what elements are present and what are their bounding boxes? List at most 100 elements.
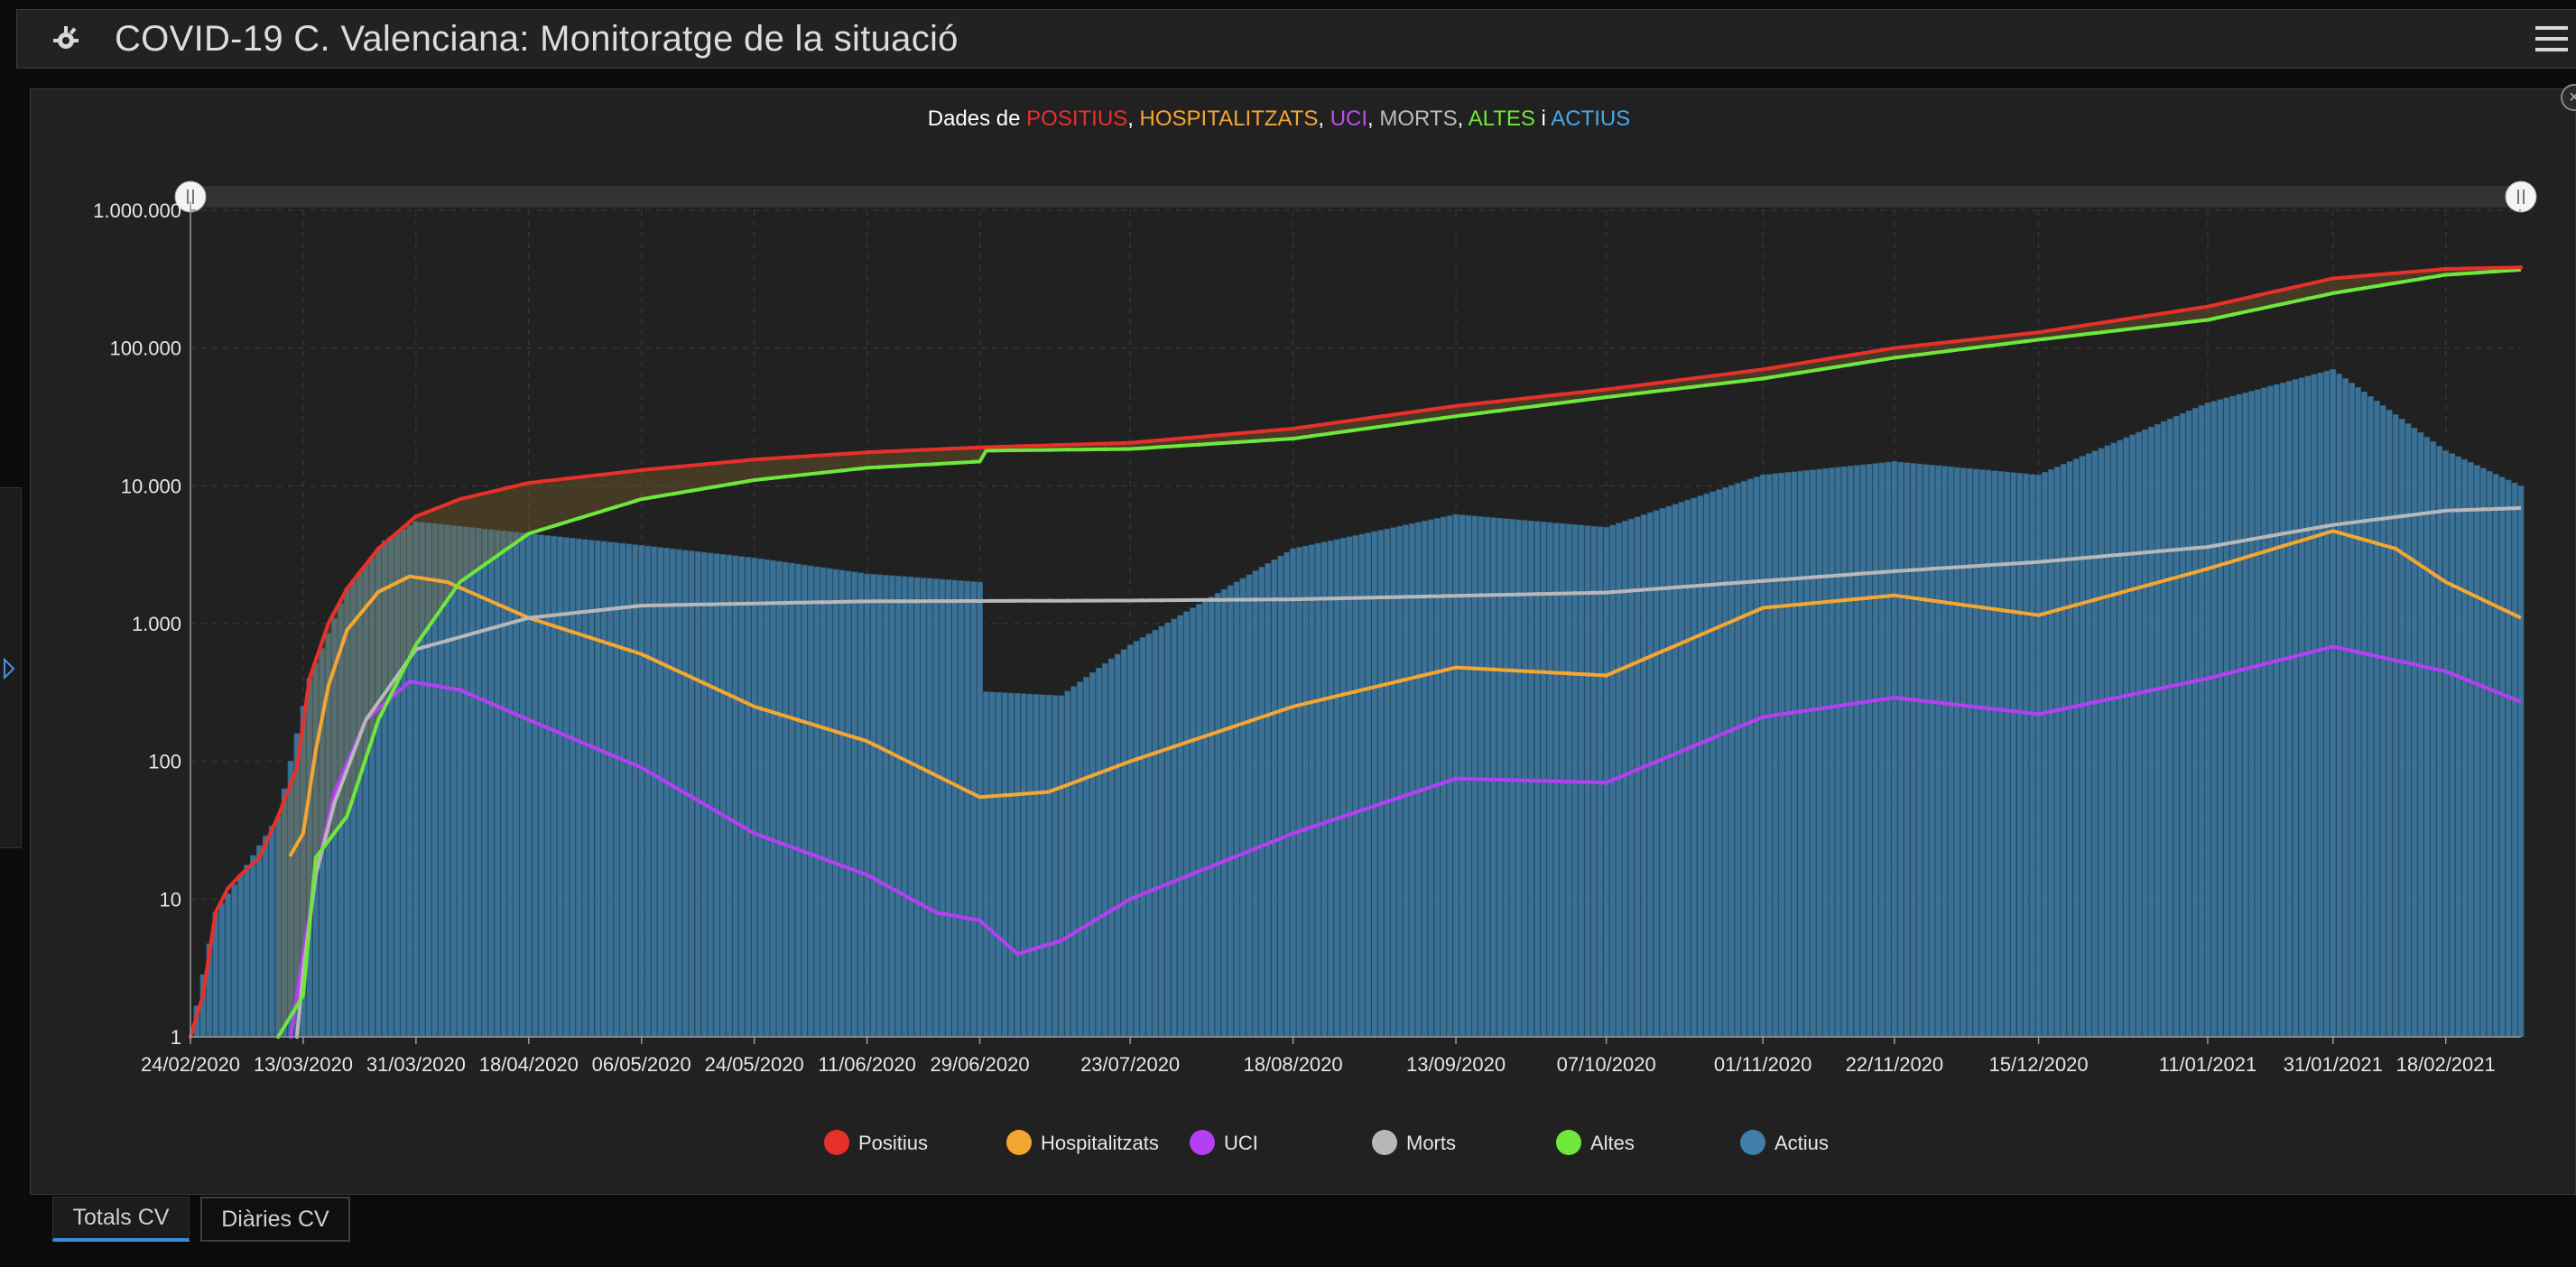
series-point-uci bbox=[1397, 795, 1402, 800]
actius-bar bbox=[1101, 662, 1108, 1038]
actius-bar bbox=[1941, 466, 1948, 1038]
series-point-hospitalitzats bbox=[477, 594, 481, 598]
actius-bar bbox=[1765, 474, 1773, 1038]
legend-label-uci[interactable]: UCI bbox=[1224, 1132, 1258, 1154]
series-point-hospitalitzats bbox=[2506, 609, 2511, 615]
actius-bar bbox=[2323, 370, 2330, 1038]
actius-bar bbox=[2304, 375, 2312, 1038]
actius-bar bbox=[1139, 637, 1146, 1038]
series-point-uci bbox=[2017, 709, 2022, 715]
legend-label-morts[interactable]: Morts bbox=[1406, 1132, 1456, 1154]
series-point-positius bbox=[2143, 314, 2147, 319]
legend-marker-morts[interactable] bbox=[1372, 1130, 1397, 1155]
actius-bar bbox=[1728, 485, 1735, 1038]
series-point-positius bbox=[1635, 383, 1640, 388]
series-point-morts bbox=[1591, 590, 1596, 596]
series-point-morts bbox=[2043, 559, 2047, 564]
series-point-uci bbox=[2092, 699, 2098, 705]
series-point-uci bbox=[1547, 779, 1552, 783]
series-point-altes bbox=[1930, 351, 1934, 356]
series-point-positius bbox=[1485, 400, 1489, 405]
actius-bar bbox=[487, 529, 495, 1038]
series-point-morts bbox=[558, 612, 562, 617]
tab-diaries-cv[interactable]: Diàries CV bbox=[200, 1197, 350, 1242]
series-point-positius bbox=[545, 478, 550, 483]
series-point-uci bbox=[777, 840, 782, 845]
series-point-positius bbox=[2443, 266, 2448, 272]
series-point-hospitalitzats bbox=[1340, 692, 1346, 697]
legend-marker-uci[interactable] bbox=[1190, 1130, 1215, 1155]
actius-bar bbox=[657, 547, 663, 1038]
actius-bar bbox=[594, 540, 601, 1038]
actius-bar bbox=[231, 883, 238, 1038]
series-point-uci bbox=[1736, 725, 1740, 730]
series-point-uci bbox=[1886, 696, 1891, 701]
actius-bar bbox=[468, 527, 476, 1038]
series-point-hospitalitzats bbox=[1717, 624, 1721, 629]
series-point-positius bbox=[2105, 319, 2110, 324]
actius-bar bbox=[2091, 450, 2099, 1038]
series-point-morts bbox=[1892, 569, 1897, 574]
series-point-uci bbox=[626, 760, 632, 764]
series-point-altes bbox=[1234, 439, 1239, 445]
legend-marker-positius[interactable] bbox=[824, 1130, 849, 1155]
series-point-hospitalitzats bbox=[2168, 577, 2173, 581]
series-point-morts bbox=[727, 602, 732, 606]
series-point-altes bbox=[501, 549, 506, 554]
series-point-positius bbox=[771, 456, 775, 461]
tab-totals-cv[interactable]: Totals CV bbox=[52, 1197, 190, 1242]
series-point-morts bbox=[1366, 596, 1371, 600]
actius-bar bbox=[1271, 559, 1278, 1038]
series-point-positius bbox=[1504, 398, 1508, 402]
series-point-positius bbox=[226, 886, 230, 891]
x-tick-label: 15/12/2020 bbox=[1988, 1053, 2088, 1076]
series-point-morts bbox=[1817, 574, 1821, 579]
series-point-uci bbox=[1604, 781, 1608, 785]
series-point-altes bbox=[1291, 436, 1295, 441]
series-point-altes bbox=[2437, 273, 2442, 278]
series-point-uci bbox=[2224, 671, 2229, 676]
series-point-morts bbox=[933, 598, 939, 604]
actius-bar bbox=[2029, 474, 2036, 1038]
series-point-positius bbox=[2199, 305, 2204, 310]
actius-bar bbox=[237, 874, 244, 1038]
series-point-morts bbox=[1798, 576, 1803, 580]
series-point-uci bbox=[796, 847, 801, 852]
series-point-positius bbox=[1879, 347, 1885, 353]
series-point-altes bbox=[990, 449, 995, 453]
series-point-hospitalitzats bbox=[814, 724, 820, 728]
series-point-hospitalitzats bbox=[701, 680, 707, 686]
series-point-hospitalitzats bbox=[1773, 605, 1778, 609]
actius-bar bbox=[888, 575, 895, 1038]
hamburger-menu-icon[interactable] bbox=[2532, 21, 2571, 57]
series-point-altes bbox=[2005, 341, 2010, 346]
series-point-altes bbox=[802, 472, 807, 477]
series-point-uci bbox=[2186, 680, 2191, 685]
legend-label-hospitalitzats[interactable]: Hospitalitzats bbox=[1041, 1132, 1159, 1154]
legend-marker-actius[interactable] bbox=[1740, 1130, 1765, 1155]
legend-marker-hospitalitzats[interactable] bbox=[1006, 1130, 1032, 1155]
legend-label-actius[interactable]: Actius bbox=[1774, 1132, 1829, 1154]
legend-label-positius[interactable]: Positius bbox=[858, 1132, 928, 1154]
x-tick-label: 06/05/2020 bbox=[592, 1053, 691, 1076]
side-panel-toggle[interactable] bbox=[0, 487, 22, 848]
actius-bar bbox=[1384, 528, 1391, 1038]
series-point-morts bbox=[2324, 523, 2330, 529]
series-point-uci bbox=[1566, 779, 1571, 784]
actius-bar bbox=[901, 576, 908, 1038]
range-slider-right-handle[interactable] bbox=[2505, 180, 2537, 213]
actius-bar bbox=[1697, 495, 1704, 1038]
series-point-uci bbox=[1529, 778, 1534, 783]
legend-marker-altes[interactable] bbox=[1556, 1130, 1581, 1155]
actius-bar bbox=[1283, 551, 1291, 1038]
actius-bar bbox=[619, 542, 626, 1038]
series-point-hospitalitzats bbox=[1679, 641, 1684, 645]
series-point-positius bbox=[2256, 293, 2260, 298]
virus-icon[interactable] bbox=[48, 21, 84, 57]
legend-label-altes[interactable]: Altes bbox=[1590, 1132, 1635, 1154]
series-point-hospitalitzats bbox=[664, 663, 669, 668]
series-point-hospitalitzats bbox=[1998, 607, 2004, 613]
series-point-hospitalitzats bbox=[2488, 600, 2492, 606]
series-point-positius bbox=[1109, 441, 1114, 446]
y-tick-label: 100 bbox=[148, 751, 181, 773]
